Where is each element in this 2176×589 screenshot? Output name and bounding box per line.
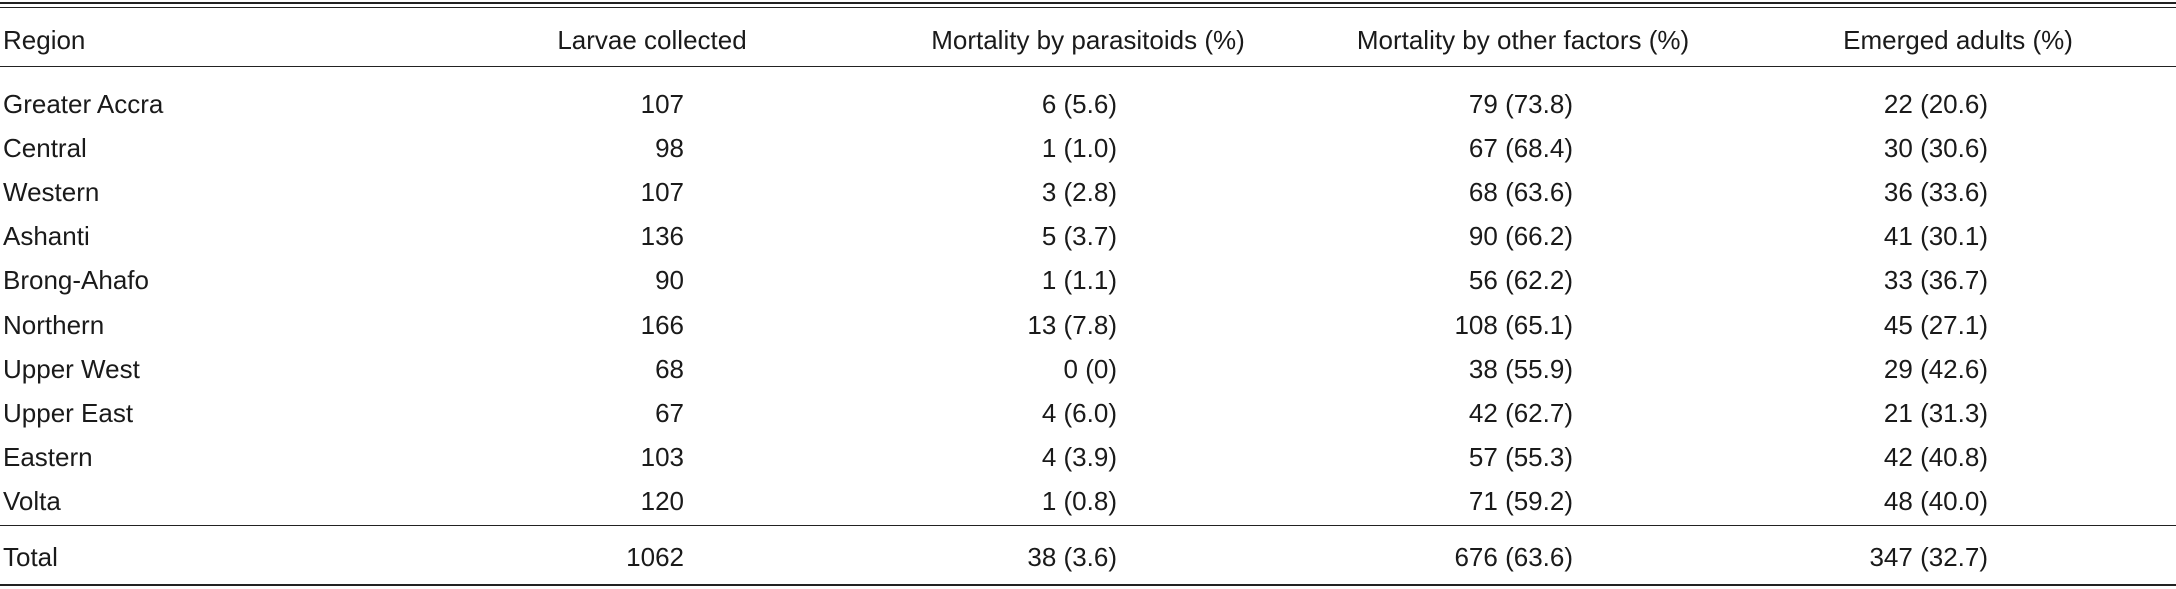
column-header: Larvae collected	[557, 25, 747, 55]
cell: 38 (55.9)	[1468, 353, 1573, 384]
row-label: Northern	[3, 309, 105, 340]
cell: 71 (59.2)	[1468, 485, 1573, 516]
cell: 4 (3.9)	[1041, 441, 1117, 472]
cell: 67 (68.4)	[1468, 133, 1573, 164]
cell: 42 (40.8)	[1883, 441, 1988, 472]
row-label: Greater Accra	[3, 89, 164, 119]
cell: 103	[640, 441, 684, 472]
cell: 68	[655, 353, 684, 384]
cell: 1 (1.0)	[1041, 133, 1117, 164]
cell: 22 (20.6)	[1883, 89, 1988, 119]
cell: 90 (66.2)	[1468, 221, 1573, 252]
cell: 0 (0)	[1063, 353, 1117, 384]
cell: 41 (30.1)	[1883, 221, 1988, 252]
cell: 1 (1.1)	[1041, 265, 1117, 296]
cell: 108 (65.1)	[1454, 309, 1573, 340]
cell: 48 (40.0)	[1883, 485, 1988, 516]
total-cell: 38 (3.6)	[1027, 542, 1117, 572]
cell: 21 (31.3)	[1883, 397, 1988, 428]
header-rule	[0, 66, 2176, 67]
cell: 42 (62.7)	[1468, 397, 1573, 428]
row-label: Brong-Ahafo	[3, 265, 149, 296]
column-header: Region	[3, 25, 86, 55]
cell: 107	[640, 89, 684, 119]
cell: 36 (33.6)	[1883, 177, 1988, 208]
cell: 6 (5.6)	[1041, 89, 1117, 119]
column-header: Emerged adults (%)	[1843, 25, 2073, 55]
cell: 90	[655, 265, 684, 296]
cell: 136	[640, 221, 684, 252]
cell: 68 (63.6)	[1468, 177, 1573, 208]
cell: 79 (73.8)	[1468, 89, 1573, 119]
top-rule-inner	[0, 7, 2176, 8]
column-header: Mortality by other factors (%)	[1356, 25, 1690, 55]
cell: 107	[640, 177, 684, 208]
cell: 166	[640, 309, 684, 340]
cell: 98	[655, 133, 684, 164]
row-label: Western	[3, 177, 100, 208]
row-label: Ashanti	[3, 221, 90, 252]
cell: 4 (6.0)	[1041, 397, 1117, 428]
cell: 1 (0.8)	[1041, 485, 1117, 516]
cell: 120	[640, 485, 684, 516]
row-label: Upper East	[3, 397, 134, 428]
column-header: Mortality by parasitoids (%)	[931, 25, 1245, 55]
top-rule	[0, 2, 2176, 4]
total-cell: 676 (63.6)	[1454, 542, 1573, 572]
cell: 57 (55.3)	[1468, 441, 1573, 472]
bottom-rule	[0, 584, 2176, 586]
cell: 33 (36.7)	[1883, 265, 1988, 296]
row-label: Eastern	[3, 441, 93, 472]
cell: 13 (7.8)	[1027, 309, 1117, 340]
total-cell: 347 (32.7)	[1869, 542, 1988, 572]
cell: 45 (27.1)	[1883, 309, 1988, 340]
row-label: Upper West	[3, 353, 140, 384]
cell: 5 (3.7)	[1041, 221, 1117, 252]
cell: 3 (2.8)	[1041, 177, 1117, 208]
row-label: Central	[3, 133, 87, 164]
total-label: Total	[3, 542, 58, 572]
cell: 56 (62.2)	[1468, 265, 1573, 296]
cell: 30 (30.6)	[1883, 133, 1988, 164]
cell: 29 (42.6)	[1883, 353, 1988, 384]
total-cell: 1062	[626, 542, 684, 572]
row-label: Volta	[3, 485, 61, 516]
total-rule	[0, 525, 2176, 526]
cell: 67	[655, 397, 684, 428]
